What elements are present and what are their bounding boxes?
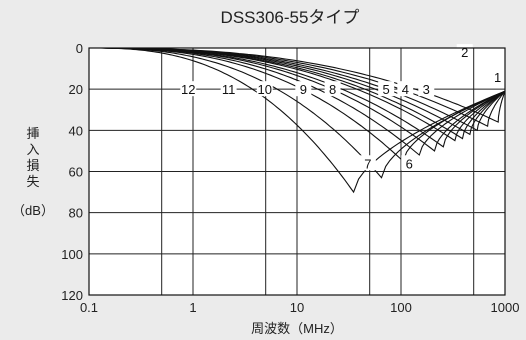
curve-label-bg-6 <box>401 155 418 171</box>
y-tick-label: 100 <box>61 247 83 262</box>
plot-frame <box>88 47 506 296</box>
curve-1 <box>89 47 506 123</box>
curve-label-1: 1 <box>494 70 501 85</box>
curve-label-bg-3 <box>418 81 435 97</box>
x-tick-label: 10 <box>290 300 304 315</box>
y-axis-label-char-2: 入 <box>26 142 39 157</box>
x-tick-labels: 0.1 1 10 100 1000 <box>80 300 520 315</box>
y-axis-label-char-4: 失 <box>26 174 39 189</box>
curve-label-bg-4 <box>397 81 414 97</box>
curve-label-bg-12 <box>180 81 197 97</box>
y-axis-label-char-1: 挿 <box>26 126 39 141</box>
curve-labels: 12 11 10 9 8 7 6 5 4 3 2 1 <box>180 44 506 171</box>
y-axis-label-char-3: 損 <box>26 158 39 173</box>
curve-label-4: 4 <box>402 82 409 97</box>
curve-label-bg-11 <box>220 81 237 97</box>
curve-label-2: 2 <box>461 45 468 60</box>
curve-label-bg-8 <box>324 81 341 97</box>
y-tick-label: 20 <box>69 82 83 97</box>
chart-title: DSS306-55タイプ <box>221 8 360 27</box>
curve-label-12: 12 <box>181 82 195 97</box>
curve-label-6: 6 <box>406 156 413 171</box>
y-tick-labels: 0 20 40 60 80 100 120 <box>61 41 83 303</box>
x-axis-label: 周波数（MHz） <box>251 321 343 336</box>
y-tick-label: 0 <box>76 41 83 56</box>
y-tick-label: 120 <box>61 288 83 303</box>
x-tick-label: 1000 <box>491 300 520 315</box>
y-axis-label-unit: （dB） <box>12 203 54 218</box>
curve-label-bg-1 <box>489 68 506 84</box>
curve-label-5: 5 <box>383 82 390 97</box>
x-tick-label: 1 <box>189 300 196 315</box>
x-tick-label: 0.1 <box>80 300 98 315</box>
curve-label-8: 8 <box>329 82 336 97</box>
curve-label-9: 9 <box>300 82 307 97</box>
curve-label-11: 11 <box>222 82 236 97</box>
curve-label-3: 3 <box>423 82 430 97</box>
y-tick-label: 60 <box>69 165 83 180</box>
curve-label-7: 7 <box>364 156 371 171</box>
y-tick-label: 40 <box>69 123 83 138</box>
y-axis-label: 挿 入 損 失 （dB） <box>12 126 54 218</box>
curve-label-bg-7 <box>359 155 376 171</box>
curve-label-bg-5 <box>378 81 395 97</box>
curve-label-bg-10 <box>256 81 273 97</box>
x-tick-label: 100 <box>390 300 412 315</box>
curve-label-bg-9 <box>295 81 312 97</box>
curve-label-10: 10 <box>258 82 272 97</box>
y-tick-label: 80 <box>69 206 83 221</box>
curve-12 <box>89 47 506 194</box>
